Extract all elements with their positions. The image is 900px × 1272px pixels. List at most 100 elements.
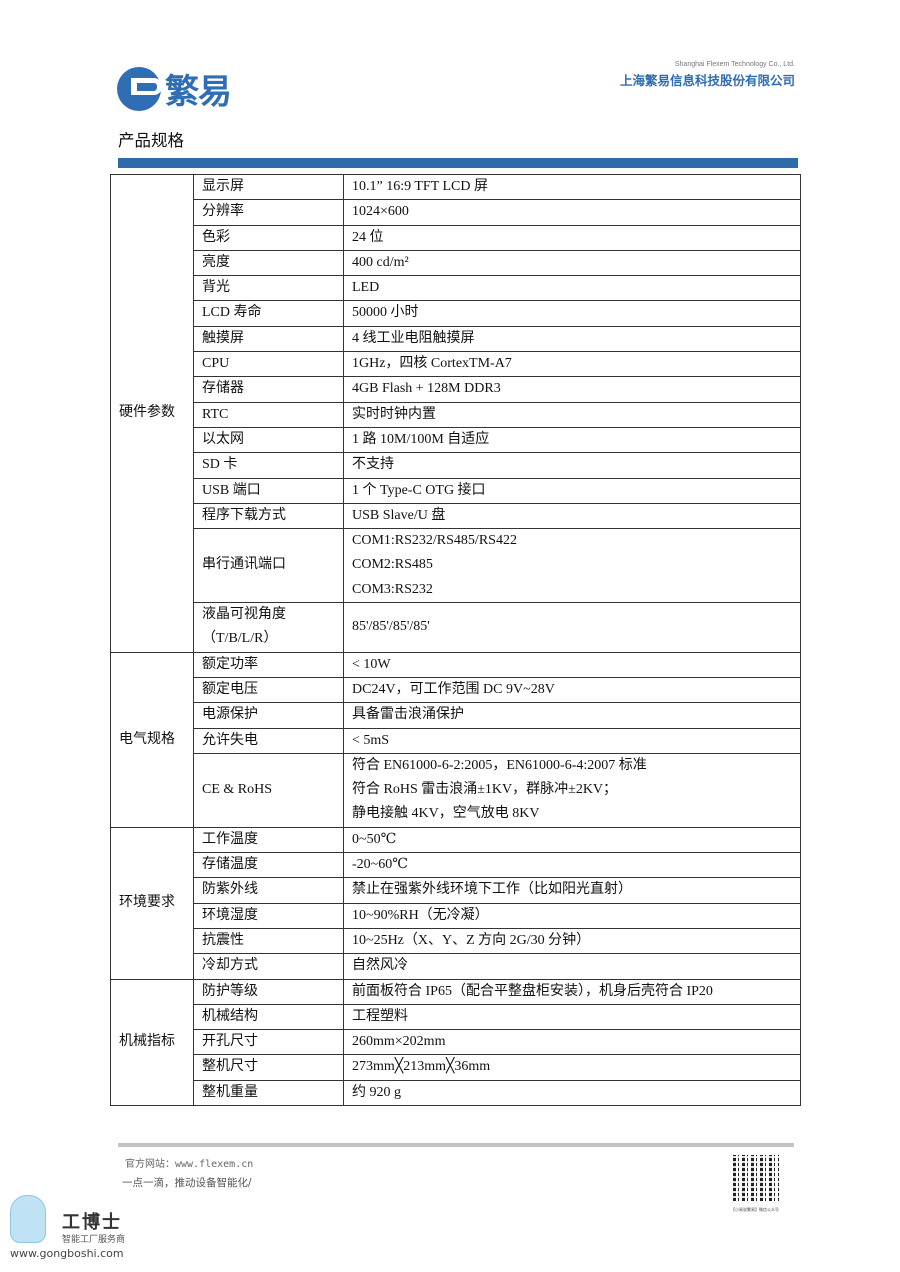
spec-name: CPU: [193, 351, 344, 378]
spec-table: 硬件参数 显示屏 10.1” 16:9 TFT LCD 屏分辨率 1024×600 色彩…: [110, 173, 801, 1106]
spec-name: USB 端口: [193, 477, 344, 504]
spec-name: 电源保护: [193, 702, 344, 729]
page-title: 产品规格: [118, 131, 184, 150]
spec-value: 工程塑料: [343, 1003, 801, 1031]
spec-row: 触摸屏 4 线工业电阻触摸屏: [111, 325, 801, 353]
spec-value: 400 cd/m²: [343, 249, 801, 277]
spec-name: 抗震性: [193, 927, 344, 955]
qr-caption: 【小易说繁易】微信公众号: [731, 1207, 779, 1212]
spec-row: 机械结构 工程塑料: [111, 1003, 801, 1031]
spec-row: 背光 LED: [111, 275, 801, 302]
spec-value: 85'/85'/85'/85': [343, 602, 801, 653]
spec-category: 硬件参数: [110, 174, 194, 653]
spec-row: 亮度 400 cd/m²: [111, 249, 801, 277]
spec-value: < 10W: [343, 651, 801, 678]
spec-row: 额定电压 DC24V，可工作范围 DC 9V~28V: [111, 676, 801, 704]
spec-row: 色彩 24 位: [111, 224, 801, 251]
spec-value: 260mm×202mm: [343, 1029, 801, 1056]
spec-name: 防护等级: [193, 978, 344, 1005]
title-divider: [118, 158, 798, 168]
spec-value: 0~50℃: [343, 826, 801, 854]
footer-slogan: 一点一滴，推动设备智能化/: [122, 1177, 252, 1189]
spec-row: 允许失电 < 5mS: [111, 727, 801, 754]
spec-value: 10~90%RH（无冷凝）: [343, 902, 801, 929]
flexem-logo: 繁易: [117, 64, 232, 113]
spec-row: 环境要求 工作温度 0~50℃: [110, 826, 801, 980]
spec-row: CE & RoHS 符合 EN61000-6-2:2005，EN61000-6-4…: [111, 752, 801, 828]
spec-name: 程序下载方式: [193, 502, 344, 530]
spec-value: 10~25Hz（X、Y、Z 方向 2G/30 分钟）: [343, 927, 801, 955]
spec-row: 以太网 1 路 10M/100M 自适应: [111, 426, 801, 454]
spec-name: 允许失电: [193, 727, 344, 754]
watermark-url: www.gongboshi.com: [10, 1247, 124, 1260]
spec-name: 整机尺寸: [193, 1054, 344, 1081]
spec-name: 存储温度: [193, 852, 344, 879]
spec-value: 4 线工业电阻触摸屏: [343, 325, 801, 353]
spec-row: 存储温度 -20~60℃: [111, 852, 801, 879]
spec-row: 存储器 4GB Flash + 128M DDR3: [111, 376, 801, 403]
spec-name: 触摸屏: [193, 325, 344, 353]
spec-row: 液晶可视角度 （T/B/L/R） 85'/85'/85'/85': [111, 602, 801, 653]
spec-row: RTC 实时时钟内置: [111, 401, 801, 428]
qr-code: [733, 1155, 779, 1201]
spec-value: DC24V，可工作范围 DC 9V~28V: [343, 676, 801, 704]
spec-category: 电气规格: [110, 651, 194, 828]
spec-name: 整机重量: [193, 1079, 344, 1106]
spec-value: 1024×600: [343, 199, 801, 226]
spec-name: 背光: [193, 275, 344, 302]
spec-value: 符合 EN61000-6-2:2005，EN61000-6-4:2007 标准 …: [343, 752, 801, 828]
spec-value: 1 路 10M/100M 自适应: [343, 426, 801, 454]
spec-name: 额定电压: [193, 676, 344, 704]
spec-name: 工作温度: [193, 826, 344, 854]
spec-category: 环境要求: [110, 826, 194, 980]
spec-row: 串行通讯端口 COM1:RS232/RS485/RS422 COM2:RS485 …: [111, 528, 801, 604]
spec-value: < 5mS: [343, 727, 801, 754]
spec-name: SD 卡: [193, 452, 344, 479]
spec-name: 以太网: [193, 426, 344, 454]
spec-name: 存储器: [193, 376, 344, 403]
spec-value: 24 位: [343, 224, 801, 251]
watermark-sub: 智能工厂服务商: [62, 1235, 126, 1245]
spec-row: 开孔尺寸 260mm×202mm: [111, 1029, 801, 1056]
spec-name: 亮度: [193, 249, 344, 277]
spec-row: 电源保护 具备雷击浪涌保护: [111, 702, 801, 729]
company-name-en: Shanghai Flexem Technology Co., Ltd.: [674, 61, 795, 68]
spec-name: 额定功率: [193, 651, 344, 678]
spec-row: 电气规格 额定功率 < 10W: [110, 651, 801, 828]
spec-name: 冷却方式: [193, 953, 344, 980]
watermark-mascot-icon: [10, 1195, 46, 1243]
spec-value: 10.1” 16:9 TFT LCD 屏: [343, 173, 801, 201]
spec-row: 环境湿度 10~90%RH（无冷凝）: [111, 902, 801, 929]
spec-value: 前面板符合 IP65（配合平整盘柜安装），机身后壳符合 IP20: [343, 978, 801, 1005]
spec-value: 4GB Flash + 128M DDR3: [343, 376, 801, 403]
spec-name: RTC: [193, 401, 344, 428]
spec-row: 程序下载方式 USB Slave/U 盘: [111, 502, 801, 530]
spec-name: 防紫外线: [193, 877, 344, 904]
watermark-brand: 工博士: [62, 1212, 122, 1233]
spec-row: 整机重量约 920 g: [111, 1079, 801, 1106]
spec-row: 分辨率 1024×600: [111, 199, 801, 226]
spec-row: 防紫外线 禁止在强紫外线环境下工作（比如阳光直射）: [111, 877, 801, 904]
spec-value: 50000 小时: [343, 300, 801, 327]
spec-value: 实时时钟内置: [343, 401, 801, 428]
spec-name: 开孔尺寸: [193, 1029, 344, 1056]
spec-row: 硬件参数 显示屏 10.1” 16:9 TFT LCD 屏: [110, 173, 801, 653]
spec-value: 1 个 Type-C OTG 接口: [343, 477, 801, 504]
spec-value: 273mm╳213mm╳36mm: [343, 1054, 801, 1081]
spec-value: LED: [343, 275, 801, 302]
spec-value: 不支持: [343, 452, 801, 479]
spec-name: 色彩: [193, 224, 344, 251]
spec-value: USB Slave/U 盘: [343, 502, 801, 530]
spec-name: 液晶可视角度 （T/B/L/R）: [193, 602, 344, 653]
spec-name: 显示屏: [193, 173, 344, 201]
spec-name: CE & RoHS: [193, 752, 344, 828]
spec-value: 约 920 g: [343, 1079, 801, 1106]
spec-name: LCD 寿命: [193, 300, 344, 327]
spec-category: 机械指标: [110, 978, 194, 1106]
spec-name: 串行通讯端口: [193, 528, 344, 604]
spec-value: COM1:RS232/RS485/RS422 COM2:RS485 COM3:R…: [343, 528, 801, 604]
footer-divider: [118, 1143, 794, 1147]
spec-row: 冷却方式 自然风冷: [111, 953, 801, 980]
spec-name: 分辨率: [193, 199, 344, 226]
company-name-cn: 上海繁易信息科技股份有限公司: [619, 73, 795, 88]
